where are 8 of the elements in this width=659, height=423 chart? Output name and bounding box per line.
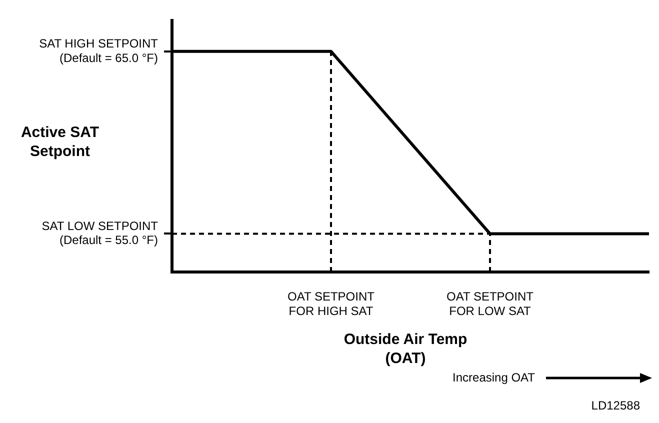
x-tick-label: OAT SETPOINT FOR LOW SAT xyxy=(446,290,534,318)
text: Increasing OAT xyxy=(452,370,536,384)
y-axis-title: Active SAT Setpoint xyxy=(20,124,100,160)
x-axis-title: Outside Air Temp (OAT) xyxy=(344,331,468,368)
y-tick-label: SAT LOW SETPOINT (Default = 55.0 °F) xyxy=(42,218,159,248)
x-tick-label: OAT SETPOINT FOR HIGH SAT xyxy=(288,290,376,318)
text: LD12588 xyxy=(591,398,640,412)
y-tick-label: SAT HIGH SETPOINT (Default = 65.0 °F) xyxy=(39,36,159,65)
